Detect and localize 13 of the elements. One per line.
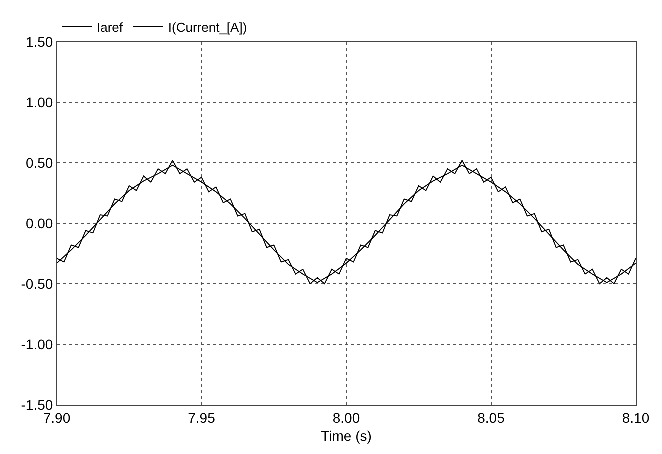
- y-tick-label: 1.50: [26, 34, 54, 50]
- y-tick-label: -1.00: [21, 336, 54, 352]
- legend-label: Iaref: [97, 20, 124, 36]
- y-tick-label: -0.50: [21, 276, 54, 292]
- y-tick-label: 0.50: [26, 154, 54, 171]
- x-tick-label: 8.00: [332, 410, 360, 426]
- y-tick-label: 0.00: [26, 215, 54, 232]
- x-tick-label: 8.05: [478, 410, 506, 426]
- x-tick-label: 7.95: [188, 410, 216, 426]
- y-tick-label: 1.00: [26, 94, 54, 110]
- legend-label: I(Current_[A]): [168, 20, 248, 36]
- x-tick-label: 8.10: [622, 410, 650, 426]
- x-axis-title: Time (s): [321, 428, 372, 444]
